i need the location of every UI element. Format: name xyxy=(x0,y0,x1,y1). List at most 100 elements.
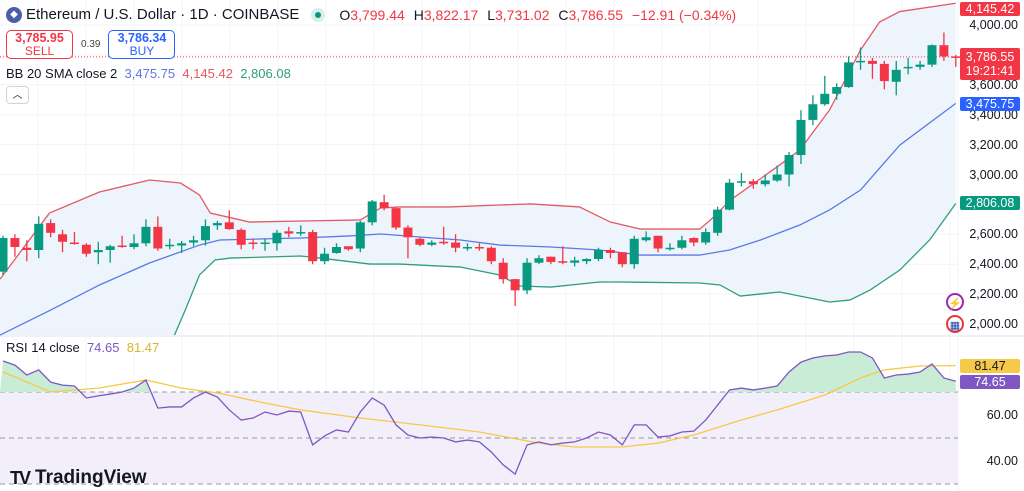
candle-body xyxy=(677,240,687,248)
price-tick: 3,600.00 xyxy=(969,78,1018,92)
rsi-tag: 74.65 xyxy=(960,375,1020,389)
candle-body xyxy=(701,232,711,243)
candle-body xyxy=(725,182,735,210)
candle-body xyxy=(546,256,556,262)
candle-body xyxy=(748,181,758,185)
candle-body xyxy=(439,241,449,244)
candle-body xyxy=(403,227,413,238)
candle-body xyxy=(867,60,877,64)
market-open-dot-icon xyxy=(311,7,326,22)
candle-body xyxy=(927,45,937,65)
sell-button[interactable]: 3,785.95 SELL xyxy=(6,30,73,59)
candle-body xyxy=(665,247,675,250)
candle-body xyxy=(93,249,103,253)
price-tick: 2,200.00 xyxy=(969,287,1018,301)
rsi-ma-tag: 81.47 xyxy=(960,359,1020,373)
candle-body xyxy=(486,247,496,262)
candle-body xyxy=(343,246,353,250)
candle-body xyxy=(462,247,472,249)
candle-body xyxy=(832,87,842,94)
candle-body xyxy=(820,93,830,105)
candle-body xyxy=(605,249,615,253)
lightning-event-icon[interactable]: ⚡ xyxy=(946,293,964,311)
candle-body xyxy=(796,119,806,156)
candle-body xyxy=(10,238,20,248)
candle-body xyxy=(915,64,925,67)
candle-body xyxy=(153,226,163,249)
candle-body xyxy=(772,174,782,181)
price-change: −12.91 (−0.34%) xyxy=(631,6,737,23)
candle-body xyxy=(808,104,818,120)
candle-body xyxy=(510,279,520,291)
candle-body xyxy=(641,237,651,241)
symbol-title[interactable]: Ethereum / U.S. Dollar · 1D · COINBASE xyxy=(26,6,300,23)
candle-body xyxy=(558,261,568,263)
candle-body xyxy=(308,232,318,262)
candle-body xyxy=(260,242,270,245)
candle-body xyxy=(236,229,246,245)
bb-lower-line xyxy=(173,203,957,336)
buy-button[interactable]: 3,786.34 BUY xyxy=(108,30,176,59)
ethereum-icon: ◆ xyxy=(6,6,22,23)
candle-body xyxy=(200,226,210,241)
candle-body xyxy=(34,223,44,250)
price-tick: 4,000.00 xyxy=(969,18,1018,32)
candle-body xyxy=(534,258,544,263)
price-tick: 3,000.00 xyxy=(969,168,1018,182)
price-tick: 2,400.00 xyxy=(969,257,1018,271)
candle-body xyxy=(46,223,56,233)
price-tick: 2,000.00 xyxy=(969,317,1018,331)
candle-body xyxy=(903,66,913,69)
candle-body xyxy=(272,232,282,244)
collapse-legend-button[interactable]: ︿ xyxy=(6,86,29,104)
candle-body xyxy=(331,247,341,253)
tradingview-logo[interactable]: TV TradingView xyxy=(10,467,147,488)
candle-body xyxy=(629,238,639,265)
candle-body xyxy=(474,247,484,249)
candle-body xyxy=(594,249,603,259)
candle-body xyxy=(248,242,258,245)
candle-body xyxy=(570,260,580,263)
rsi-legend[interactable]: RSI 14 close 74.65 81.47 xyxy=(6,340,160,355)
candle-body xyxy=(856,60,866,63)
candle-body xyxy=(141,226,151,244)
candle-body xyxy=(165,244,175,247)
candle-body xyxy=(879,63,889,82)
candle-body xyxy=(784,155,794,175)
bb-basis-tag: 3,475.75 xyxy=(960,97,1020,111)
candle-body xyxy=(0,238,8,272)
chevron-up-icon: ︿ xyxy=(12,90,23,101)
candle-body xyxy=(617,252,627,265)
candle-body xyxy=(498,262,508,280)
bb-upper-line xyxy=(0,2,956,280)
rsi-overbought-fill xyxy=(0,351,956,392)
candle-body xyxy=(760,180,770,185)
candle-body xyxy=(22,247,32,250)
spread-value: 0.39 xyxy=(81,39,101,50)
tradingview-logo-icon: TV xyxy=(10,467,31,488)
ohlc-values: O3,799.44 H3,822.17 L3,731.02 C3,786.55 … xyxy=(339,6,737,23)
candle-body xyxy=(689,238,699,243)
candle-body xyxy=(844,62,854,88)
symbol-header[interactable]: ◆ Ethereum / U.S. Dollar · 1D · COINBASE… xyxy=(6,6,741,23)
candle-body xyxy=(189,240,199,243)
rsi-ma-line xyxy=(2,364,956,448)
candle-body xyxy=(713,209,723,233)
rsi-line xyxy=(2,351,956,476)
bb-basis-line xyxy=(0,102,957,336)
candle-body xyxy=(891,69,901,82)
candle-body xyxy=(320,253,330,262)
candle-body xyxy=(391,208,401,228)
last-price-tag: 3,786.55 19:21:41 xyxy=(960,48,1020,80)
bb-lower-tag: 2,806.08 xyxy=(960,196,1020,210)
candle-body xyxy=(736,181,746,183)
candle-body xyxy=(951,56,961,58)
bb-upper-tag: 4,145.42 xyxy=(960,2,1020,16)
candle-body xyxy=(379,202,389,209)
candle-body xyxy=(212,223,222,226)
rsi-tick: 40.00 xyxy=(986,454,1018,468)
bb-legend[interactable]: BB 20 SMA close 2 3,475.75 4,145.42 2,80… xyxy=(6,66,291,81)
candle-body xyxy=(117,245,127,248)
us-flag-event-icon[interactable]: ▦ xyxy=(946,315,964,333)
